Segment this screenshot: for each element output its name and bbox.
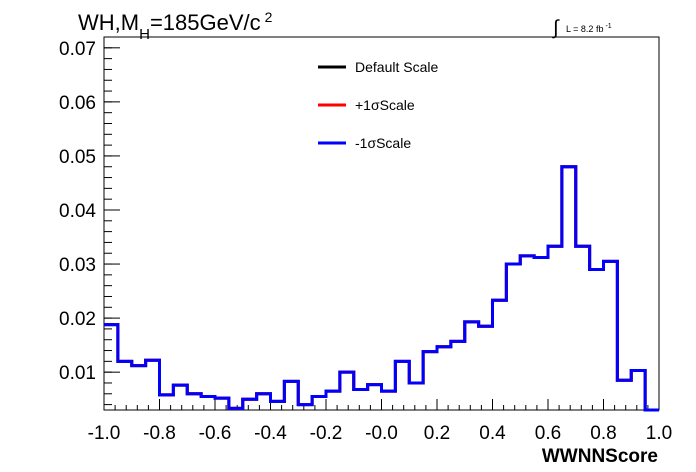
legend-label: +1σScale (355, 97, 415, 113)
x-tick-label: -0.6 (199, 423, 232, 444)
x-tick-label: 0.2 (424, 423, 450, 444)
legend-label: Default Scale (355, 59, 438, 75)
y-tick-label: 0.03 (59, 255, 96, 276)
y-tick-label: 0.01 (59, 363, 96, 384)
lumi-label-text: L = 8.2 fb (566, 24, 603, 34)
x-tick-label: -1.0 (88, 423, 121, 444)
x-axis: -1.0 -0.8 -0.6 -0.4 -0.2 -0.0 0.2 0.4 0.6 0.8 1.0 (88, 399, 672, 444)
x-tick-label: 0.4 (479, 423, 506, 444)
x-tick-label: -0.8 (143, 423, 176, 444)
chart-title: WH,MH=185GeV/c 2 (78, 9, 273, 43)
x-tick-label: -0.0 (365, 423, 398, 444)
y-tick-label: 0.04 (59, 201, 96, 222)
y-tick-label: 0.07 (59, 39, 96, 60)
lumi-integral-sign: ∫ (552, 17, 560, 39)
y-tick-label: 0.06 (59, 93, 96, 114)
chart-title-main: WH,M (78, 10, 139, 35)
series-layer (104, 165, 659, 412)
x-tick-label: 0.6 (535, 423, 561, 444)
lumi-label: L = 8.2 fb -1 (566, 23, 612, 34)
x-tick-label: 1.0 (646, 423, 672, 444)
legend: Default Scale +1σScale -1σScale (318, 59, 438, 151)
x-tick-label: -0.4 (254, 423, 287, 444)
legend-label: -1σScale (355, 135, 411, 151)
chart-title-rest: =185GeV/c (150, 10, 261, 35)
x-tick-label: -0.2 (310, 423, 343, 444)
lumi-label-superscript: -1 (605, 23, 611, 30)
series-line-2 (104, 165, 659, 412)
chart-title-subscript: H (139, 26, 150, 43)
y-tick-label: 0.05 (59, 147, 96, 168)
y-axis: 0.01 0.02 0.03 0.04 0.05 0.06 0.07 (59, 36, 120, 406)
x-axis-title: WWNNScore (542, 446, 658, 467)
chart-title-superscript: 2 (265, 9, 273, 25)
y-tick-label: 0.02 (59, 309, 96, 330)
x-tick-label: 0.8 (590, 423, 616, 444)
